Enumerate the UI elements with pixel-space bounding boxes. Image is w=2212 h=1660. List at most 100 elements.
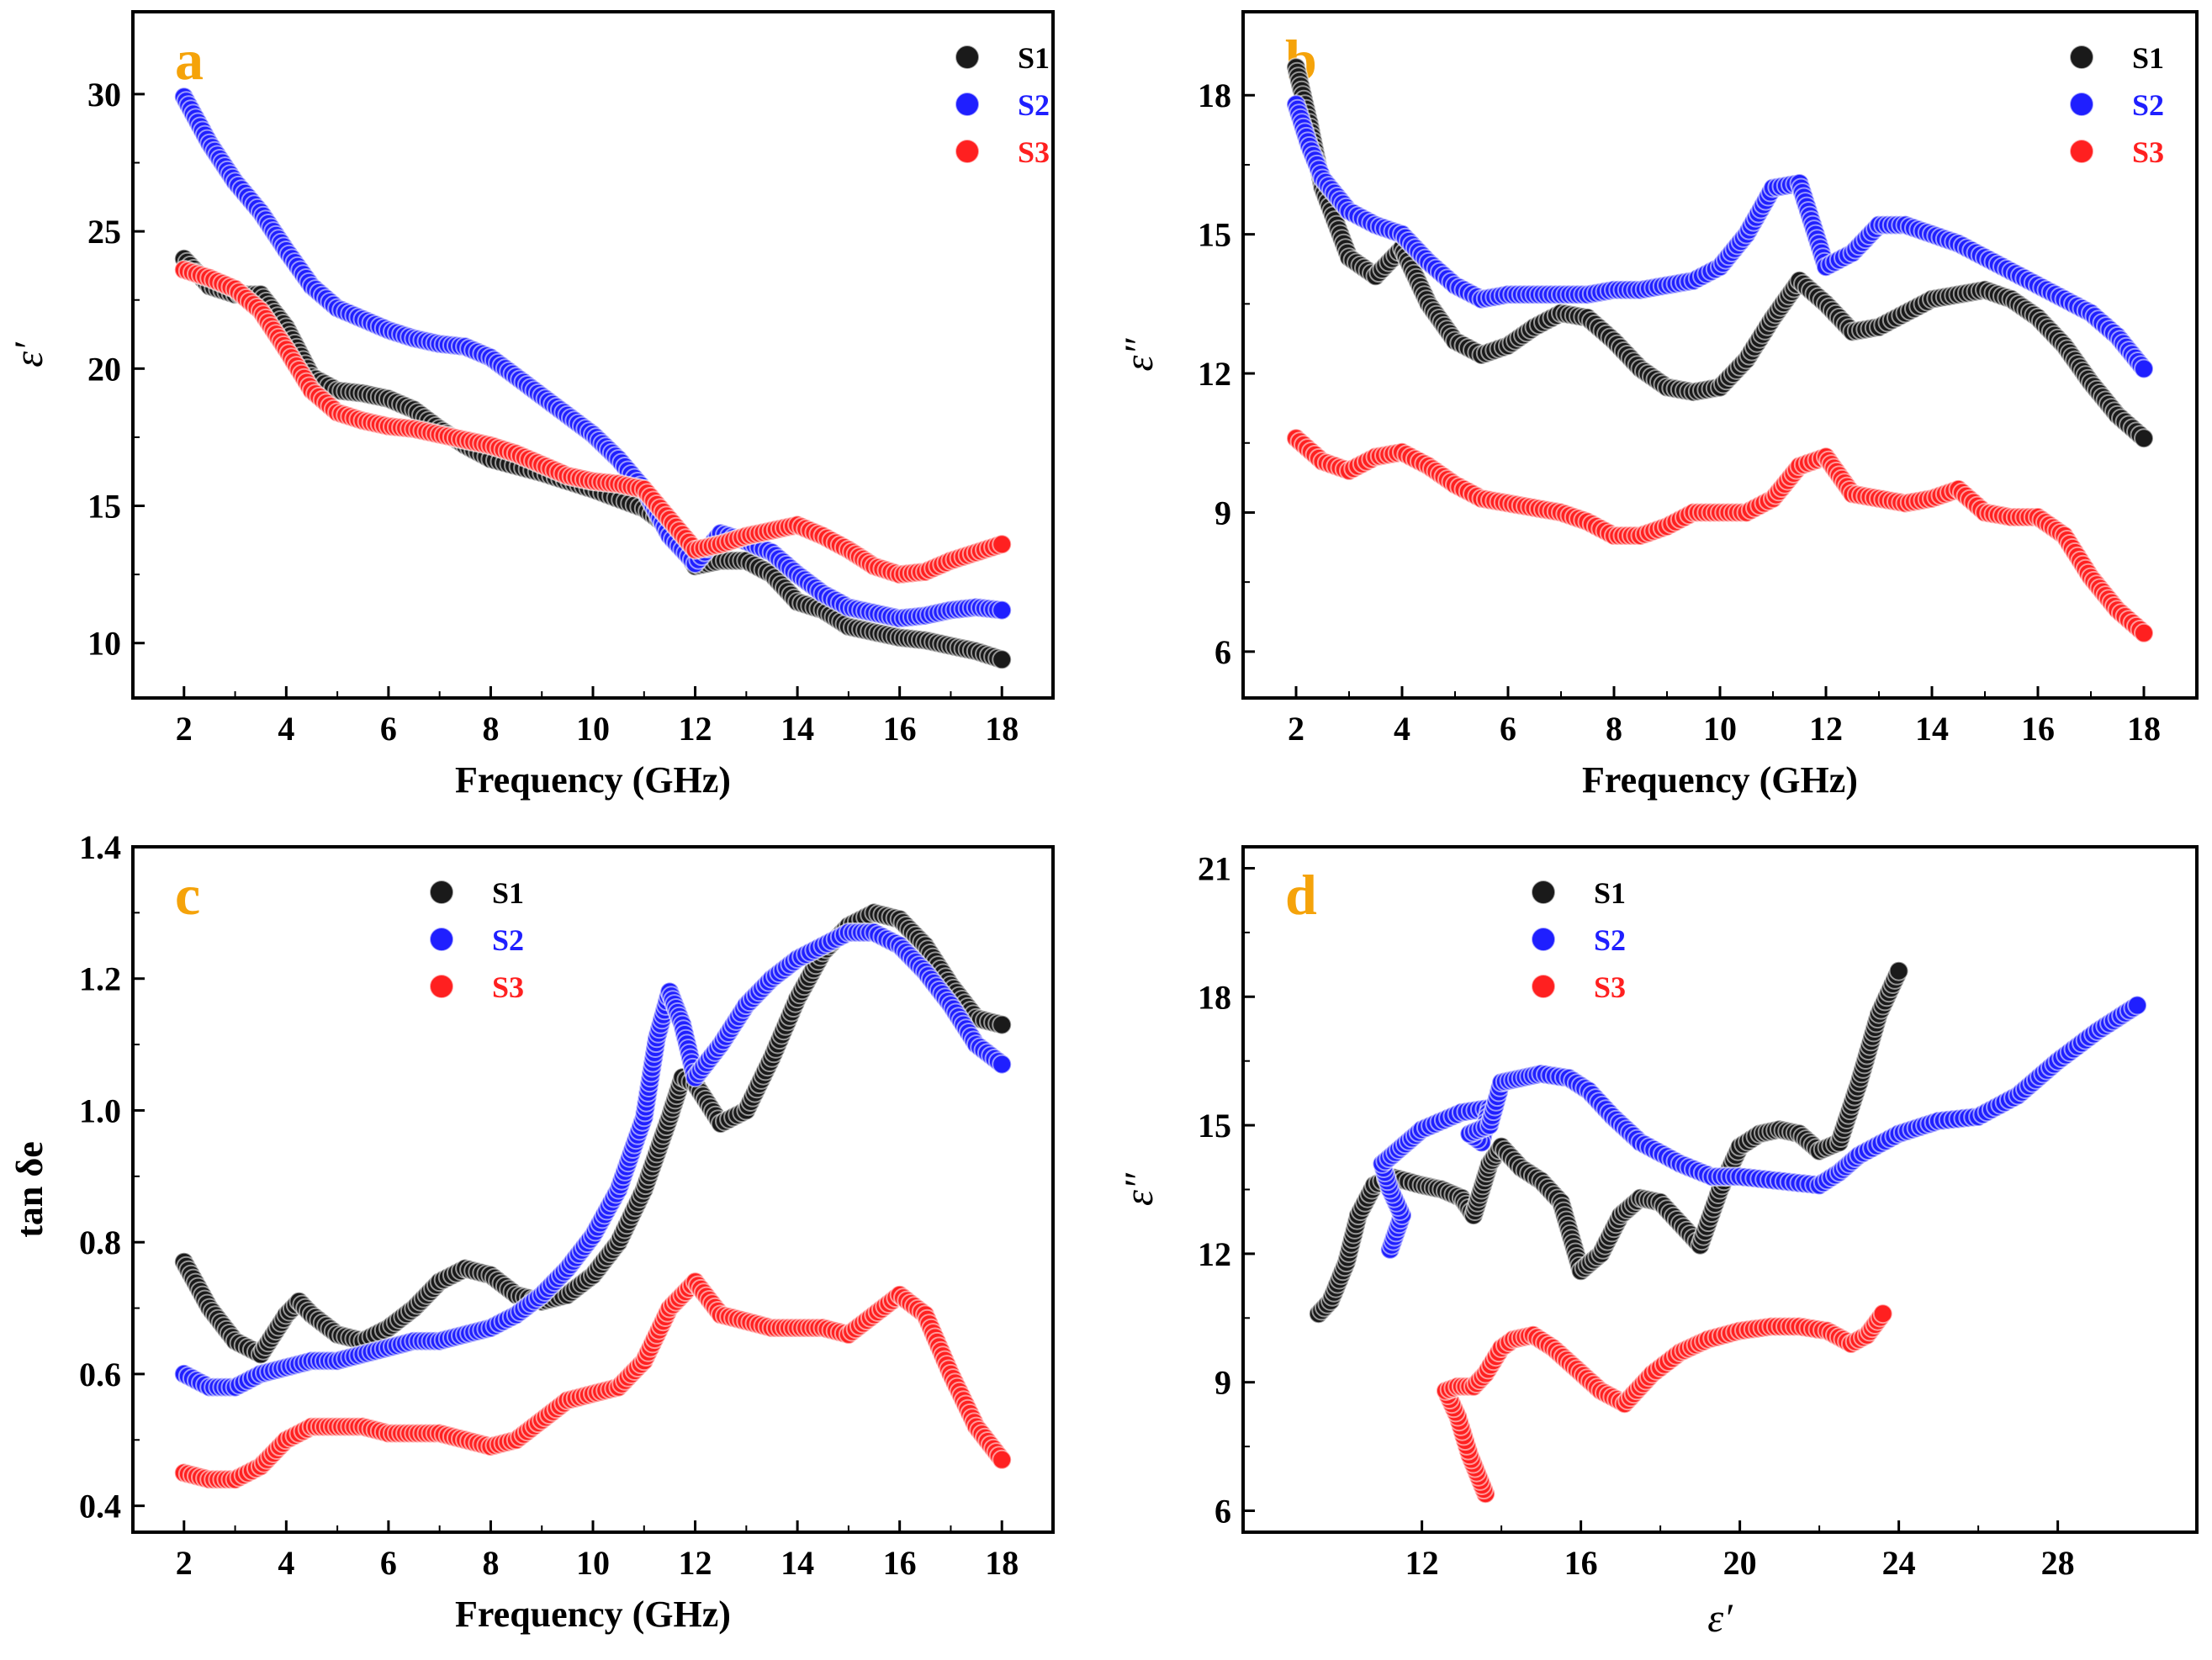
legend-label: S1 bbox=[492, 876, 524, 910]
legend-label: S1 bbox=[1594, 876, 1626, 910]
y-tick-label: 12 bbox=[1198, 355, 1231, 393]
panel-label: a bbox=[175, 28, 204, 92]
x-tick-label: 28 bbox=[2041, 1544, 2075, 1582]
x-tick-label: 2 bbox=[176, 710, 193, 748]
legend-marker bbox=[955, 45, 980, 70]
legend-marker bbox=[1531, 880, 1556, 905]
data-point bbox=[2134, 622, 2154, 643]
y-tick-label: 15 bbox=[1198, 1107, 1231, 1145]
x-tick-label: 4 bbox=[278, 1544, 294, 1582]
x-tick-label: 8 bbox=[482, 1544, 499, 1582]
y-tick-label: 1.0 bbox=[79, 1092, 121, 1129]
panel-a: 2 4 6 8 10 12 14 16 18 10 15 20 25 30 Frequency (GHz) ε… bbox=[7, 10, 1055, 801]
x-tick-label: 14 bbox=[781, 1544, 814, 1582]
x-axis-title: Frequency (GHz) bbox=[455, 1594, 731, 1635]
data-point bbox=[992, 1449, 1013, 1470]
y-tick-label: 6 bbox=[1214, 1493, 1231, 1530]
x-tick-label: 18 bbox=[985, 710, 1019, 748]
x-tick-label: 16 bbox=[883, 710, 917, 748]
series-S2 bbox=[1286, 94, 2154, 379]
x-tick-label: 18 bbox=[985, 1544, 1019, 1582]
x-tick-label: 16 bbox=[2021, 710, 2055, 748]
data-point bbox=[992, 1014, 1013, 1035]
legend-marker bbox=[2069, 92, 2094, 117]
legend-marker bbox=[429, 974, 454, 999]
x-tick-label: 4 bbox=[278, 710, 294, 748]
x-tick-label: 12 bbox=[1405, 1544, 1439, 1582]
x-axis-title: ε′ bbox=[1707, 1596, 1733, 1641]
y-tick-label: 18 bbox=[1198, 978, 1231, 1016]
legend-label: S3 bbox=[492, 970, 524, 1004]
y-tick-label: 1.2 bbox=[79, 960, 121, 998]
legend-marker bbox=[1531, 927, 1556, 952]
y-tick-label: 20 bbox=[87, 350, 121, 388]
x-tick-label: 20 bbox=[1723, 1544, 1757, 1582]
plot-frame bbox=[131, 10, 1055, 700]
y-tick-label: 15 bbox=[1198, 216, 1231, 254]
legend: S1 S2 S3 bbox=[2069, 41, 2164, 169]
y-tick-label: 21 bbox=[1198, 849, 1231, 887]
y-tick-label: 6 bbox=[1214, 633, 1231, 671]
y-axis-title: tan δe bbox=[9, 1141, 50, 1238]
x-tick-label: 6 bbox=[1500, 710, 1516, 748]
y-tick-label: 9 bbox=[1214, 1364, 1231, 1402]
x-tick-label: 24 bbox=[1882, 1544, 1916, 1582]
y-tick-label: 15 bbox=[87, 488, 121, 526]
y-tick-label: 12 bbox=[1198, 1235, 1231, 1273]
legend-label: S1 bbox=[1018, 41, 1050, 75]
panel-d: 12 16 20 24 28 6 9 12 15 18 21 ε′ ε″ d S1 S2 S3 bbox=[1117, 845, 2199, 1641]
y-axis-title: ε″ bbox=[1117, 1172, 1162, 1206]
x-tick-label: 2 bbox=[176, 1544, 193, 1582]
legend-label: S3 bbox=[2132, 135, 2164, 169]
x-tick-label: 8 bbox=[1606, 710, 1622, 748]
legend-label: S2 bbox=[1594, 923, 1626, 957]
y-tick-label: 0.4 bbox=[79, 1488, 121, 1525]
plot-frame bbox=[1241, 10, 2199, 700]
legend-marker bbox=[955, 92, 980, 117]
series-S1 bbox=[1308, 960, 1909, 1324]
data-point bbox=[992, 534, 1013, 555]
legend-marker bbox=[1531, 974, 1556, 999]
x-tick-label: 10 bbox=[576, 710, 610, 748]
x-axis-title: Frequency (GHz) bbox=[455, 759, 731, 801]
panel-c: 2 4 6 8 10 12 14 16 18 0.4 0.6 0.8 1.0 1.2 1.4 Frequenc… bbox=[9, 828, 1055, 1635]
y-tick-label: 10 bbox=[87, 625, 121, 663]
y-axis-title: ε′ bbox=[7, 341, 51, 367]
legend: S1 S2 S3 bbox=[955, 41, 1050, 169]
y-tick-label: 9 bbox=[1214, 494, 1231, 531]
legend-label: S2 bbox=[492, 923, 524, 957]
legend-marker bbox=[955, 139, 980, 164]
legend: S1 S2 S3 bbox=[429, 876, 524, 1004]
x-tick-label: 10 bbox=[576, 1544, 610, 1582]
panel-label: d bbox=[1285, 863, 1317, 927]
y-tick-label: 0.6 bbox=[79, 1356, 121, 1393]
series-S3 bbox=[1436, 1303, 1893, 1504]
y-tick-label: 1.4 bbox=[79, 828, 121, 866]
legend-marker bbox=[2069, 45, 2094, 70]
legend: S1 S2 S3 bbox=[1531, 876, 1626, 1004]
legend-marker bbox=[2069, 139, 2094, 164]
series-S3 bbox=[173, 1271, 1013, 1490]
x-tick-label: 2 bbox=[1288, 710, 1304, 748]
x-tick-label: 10 bbox=[1703, 710, 1737, 748]
series-S2 bbox=[1372, 995, 2148, 1260]
panel-label: c bbox=[175, 863, 200, 927]
x-tick-label: 12 bbox=[679, 710, 712, 748]
x-tick-label: 6 bbox=[380, 1544, 397, 1582]
data-point bbox=[1888, 960, 1909, 981]
x-tick-label: 12 bbox=[1809, 710, 1843, 748]
legend-label: S3 bbox=[1594, 970, 1626, 1004]
y-tick-label: 0.8 bbox=[79, 1224, 121, 1261]
series-S2 bbox=[173, 922, 1013, 1398]
series-S3 bbox=[173, 259, 1013, 585]
x-tick-label: 14 bbox=[781, 710, 814, 748]
x-tick-label: 14 bbox=[1915, 710, 1949, 748]
x-tick-label: 16 bbox=[883, 1544, 917, 1582]
legend-marker bbox=[429, 880, 454, 905]
x-tick-label: 6 bbox=[380, 710, 397, 748]
legend-label: S2 bbox=[2132, 88, 2164, 122]
data-point bbox=[2134, 428, 2154, 449]
x-tick-label: 4 bbox=[1394, 710, 1410, 748]
